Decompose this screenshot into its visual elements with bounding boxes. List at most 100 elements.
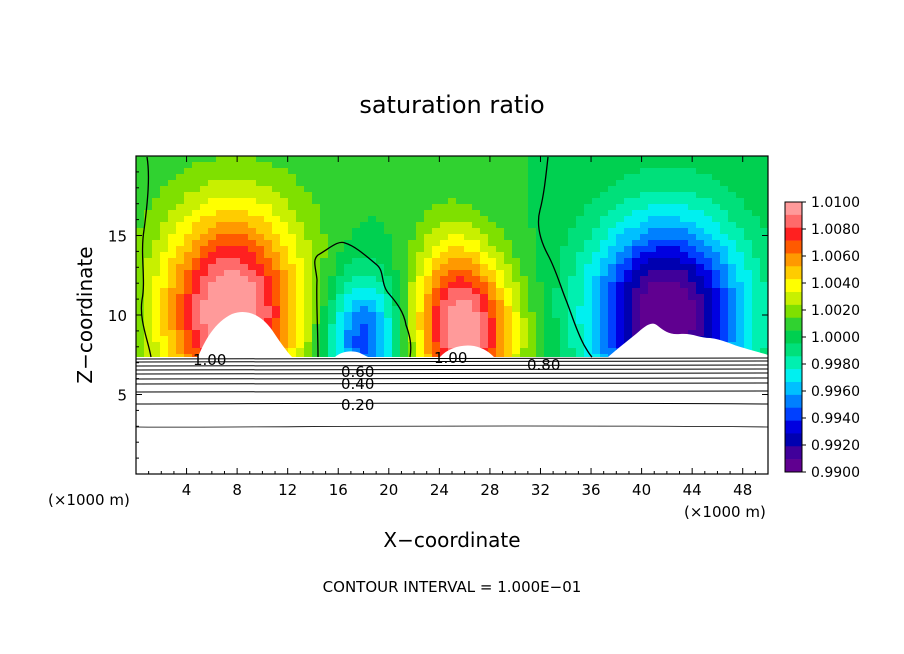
- heatmap-cell: [496, 192, 505, 199]
- heatmap-cell: [632, 264, 641, 271]
- heatmap-cell: [184, 198, 193, 205]
- heatmap-cell: [408, 264, 417, 271]
- heatmap-cell: [728, 258, 737, 265]
- heatmap-cell: [608, 324, 617, 331]
- heatmap-cell: [648, 168, 657, 175]
- heatmap-cell: [736, 204, 745, 211]
- heatmap-cell: [728, 336, 737, 343]
- heatmap-cell: [624, 336, 633, 343]
- heatmap-cell: [480, 318, 489, 325]
- heatmap-cell: [464, 342, 473, 349]
- heatmap-cell: [552, 210, 561, 217]
- heatmap-cell: [352, 192, 361, 199]
- heatmap-cell: [160, 288, 169, 295]
- heatmap-cell: [664, 240, 673, 247]
- heatmap-cell: [704, 168, 713, 175]
- heatmap-cell: [488, 330, 497, 337]
- heatmap-cell: [440, 186, 449, 193]
- heatmap-cell: [200, 336, 209, 343]
- heatmap-cell: [320, 192, 329, 199]
- heatmap-cell: [416, 312, 425, 319]
- heatmap-cell: [304, 324, 313, 331]
- heatmap-cell: [440, 228, 449, 235]
- heatmap-cell: [696, 288, 705, 295]
- heatmap-cell: [664, 294, 673, 301]
- heatmap-cell: [416, 174, 425, 181]
- heatmap-cell: [168, 240, 177, 247]
- heatmap-cell: [456, 192, 465, 199]
- heatmap-cell: [256, 276, 265, 283]
- heatmap-cell: [640, 180, 649, 187]
- heatmap-cell: [376, 222, 385, 229]
- heatmap-cell: [408, 276, 417, 283]
- heatmap-cell: [728, 270, 737, 277]
- heatmap-cell: [744, 306, 753, 313]
- heatmap-cell: [256, 294, 265, 301]
- heatmap-cell: [688, 198, 697, 205]
- heatmap-cell: [544, 312, 553, 319]
- heatmap-cell: [424, 234, 433, 241]
- contour-label: 1.00: [193, 351, 226, 369]
- heatmap-cell: [176, 330, 185, 337]
- heatmap-cell: [432, 210, 441, 217]
- heatmap-cell: [488, 282, 497, 289]
- heatmap-cell: [512, 252, 521, 259]
- heatmap-cell: [464, 198, 473, 205]
- heatmap-cell: [632, 162, 641, 169]
- heatmap-cell: [536, 312, 545, 319]
- heatmap-cell: [688, 306, 697, 313]
- heatmap-cell: [192, 222, 201, 229]
- heatmap-cell: [312, 162, 321, 169]
- heatmap-cell: [456, 210, 465, 217]
- heatmap-cell: [280, 336, 289, 343]
- heatmap-cell: [552, 198, 561, 205]
- heatmap-cell: [144, 336, 153, 343]
- heatmap-cell: [136, 306, 145, 313]
- heatmap-cell: [464, 162, 473, 169]
- heatmap-cell: [672, 174, 681, 181]
- heatmap-cell: [360, 210, 369, 217]
- heatmap-cell: [720, 240, 729, 247]
- heatmap-cell: [168, 282, 177, 289]
- heatmap-cell: [504, 312, 513, 319]
- heatmap-cell: [536, 330, 545, 337]
- heatmap-cell: [464, 216, 473, 223]
- heatmap-cell: [608, 162, 617, 169]
- heatmap-cell: [328, 294, 337, 301]
- heatmap-cell: [520, 240, 529, 247]
- heatmap-cell: [720, 204, 729, 211]
- heatmap-cell: [496, 270, 505, 277]
- heatmap-cell: [232, 174, 241, 181]
- heatmap-cell: [584, 162, 593, 169]
- heatmap-cell: [592, 198, 601, 205]
- heatmap-cell: [648, 204, 657, 211]
- heatmap-cell: [360, 276, 369, 283]
- heatmap-cell: [208, 222, 217, 229]
- heatmap-cell: [408, 246, 417, 253]
- heatmap-cell: [240, 180, 249, 187]
- heatmap-cell: [664, 300, 673, 307]
- heatmap-cell: [224, 198, 233, 205]
- heatmap-cell: [592, 192, 601, 199]
- heatmap-cell: [392, 342, 401, 349]
- heatmap-cell: [720, 216, 729, 223]
- heatmap-cell: [576, 216, 585, 223]
- heatmap-cell: [192, 330, 201, 337]
- heatmap-cell: [648, 306, 657, 313]
- heatmap-cell: [760, 336, 768, 343]
- heatmap-cell: [312, 234, 321, 241]
- heatmap-cell: [400, 162, 409, 169]
- heatmap-cell: [152, 246, 161, 253]
- x-axis-label: X−coordinate: [383, 528, 520, 552]
- heatmap-cell: [176, 228, 185, 235]
- heatmap-cell: [392, 180, 401, 187]
- heatmap-cell: [744, 312, 753, 319]
- heatmap-cell: [472, 282, 481, 289]
- heatmap-cell: [736, 180, 745, 187]
- heatmap-cell: [664, 324, 673, 331]
- heatmap-cell: [592, 306, 601, 313]
- heatmap-cell: [424, 318, 433, 325]
- heatmap-cell: [264, 288, 273, 295]
- heatmap-cell: [288, 162, 297, 169]
- heatmap-cell: [152, 306, 161, 313]
